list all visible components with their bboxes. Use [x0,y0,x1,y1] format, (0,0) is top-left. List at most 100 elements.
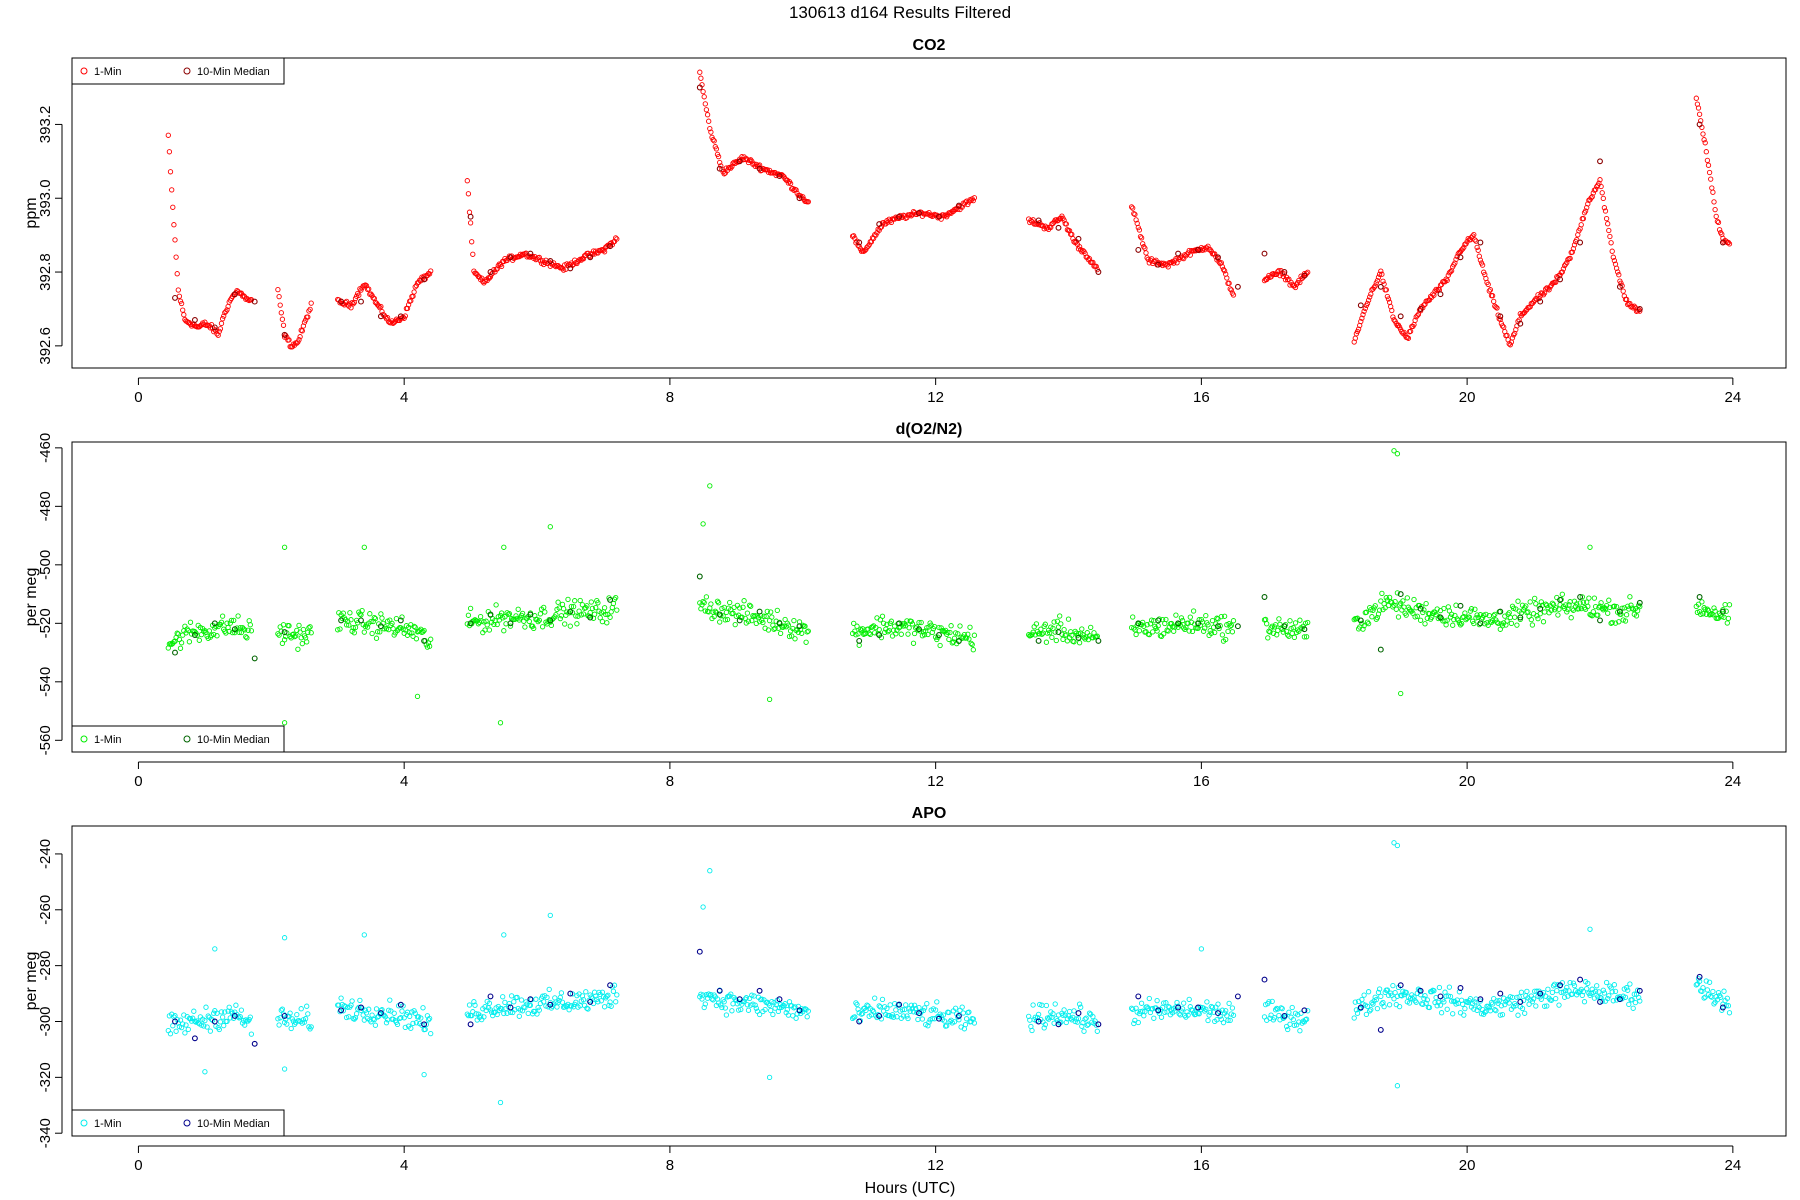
data-point-1min [1070,235,1076,242]
data-point-1min [1376,607,1383,613]
data-point-1min [297,629,303,635]
data-point-1min [919,1016,926,1022]
data-point-1min [167,169,174,175]
data-point-1min [172,1013,178,1019]
data-point-1min [1468,606,1475,612]
data-point-10min-median [338,298,345,305]
data-point-1min [306,625,312,631]
data-point-1min-outlier [707,483,713,489]
data-point-1min [1076,244,1083,250]
data-point-1min [577,256,583,262]
data-point-1min [1515,598,1521,604]
data-point-1min [404,305,411,312]
x-tick-label: 16 [1193,1157,1210,1174]
data-point-10min-median [876,632,883,638]
data-point-1min [1048,224,1054,231]
data-point-1min [603,611,609,618]
data-point-1min [191,1008,197,1014]
data-point-1min [1086,256,1093,262]
data-point-1min [1530,996,1537,1002]
data-point-1min [1499,1011,1506,1018]
data-point-1min [276,632,282,638]
data-point-10min-median [796,195,803,202]
data-point-1min [591,611,598,617]
data-point-1min [1285,1026,1291,1033]
data-point-1min [1406,1000,1413,1006]
data-point-1min [904,1013,910,1019]
series-1min-points [165,840,1733,1106]
data-point-1min [1458,620,1465,627]
data-point-1min [307,624,313,630]
data-point-1min [336,1002,342,1008]
data-point-1min [1271,1015,1278,1021]
data-point-1min [1433,286,1439,293]
data-point-1min [247,622,253,628]
data-point-10min-median [487,269,494,275]
data-point-1min [1414,613,1420,619]
data-point-1min [797,627,804,633]
data-point-1min [185,1026,191,1033]
x-tick-label: 20 [1459,1157,1476,1174]
data-point-1min [378,303,384,310]
data-point-10min-median [172,649,178,656]
data-point-1min [1353,1007,1360,1013]
data-point-1min [854,623,860,629]
data-point-1min [1079,1023,1085,1029]
data-point-1min [1605,610,1611,616]
data-point-1min [558,990,565,996]
data-point-1min [1493,304,1499,310]
data-point-1min [955,1014,961,1020]
data-point-1min [235,613,241,619]
data-point-1min [1225,1017,1231,1023]
data-point-10min-median [1035,637,1042,644]
data-point-1min [598,998,604,1004]
data-point-1min [1227,286,1233,292]
data-point-1min [515,606,521,612]
data-point-1min [373,1006,380,1012]
legend-label-10min-median: 10-Min Median [197,1118,270,1130]
data-point-1min [196,637,202,643]
data-point-1min [956,1017,962,1023]
data-point-1min [1359,315,1365,321]
data-point-1min [1209,617,1216,624]
data-point-1min [858,627,865,633]
data-point-10min-median [397,1001,404,1008]
data-point-1min [1049,634,1055,641]
data-point-10min-median [736,158,743,165]
data-point-10min-median [1477,239,1484,246]
data-point-1min [1560,266,1567,272]
data-point-1min [506,253,513,259]
data-point-1min [1155,623,1161,629]
data-point-1min [1297,1028,1303,1034]
data-point-1min [1700,611,1706,617]
data-point-10min-median [1155,617,1162,624]
data-point-1min [305,1011,311,1017]
data-point-1min [477,1013,484,1019]
data-point-1min [793,187,799,193]
data-point-1min [1725,615,1732,622]
data-point-10min-median [421,637,428,644]
data-point-1min [1362,305,1368,312]
data-point-1min [1061,1007,1067,1013]
data-point-1min [1611,982,1618,988]
data-point-1min [805,199,811,205]
data-point-1min [1088,624,1094,631]
data-point-10min-median [191,1035,198,1042]
data-point-1min [890,1014,897,1020]
data-point-1min [557,615,563,622]
data-point-1min [211,1010,217,1016]
data-point-10min-median [1397,982,1404,989]
data-point-10min-median [172,294,178,301]
data-point-1min [1405,335,1412,341]
data-point-1min [1706,979,1713,985]
data-point-1min [852,1014,858,1020]
data-point-1min [968,640,974,647]
data-point-1min [387,997,393,1003]
data-point-1min [1612,620,1619,626]
data-point-1min [166,149,173,155]
data-point-1min [723,1012,730,1018]
data-point-1min [936,1013,942,1020]
data-point-1min [203,1004,209,1010]
data-point-10min-median [1457,254,1464,261]
data-point-1min [219,613,226,619]
